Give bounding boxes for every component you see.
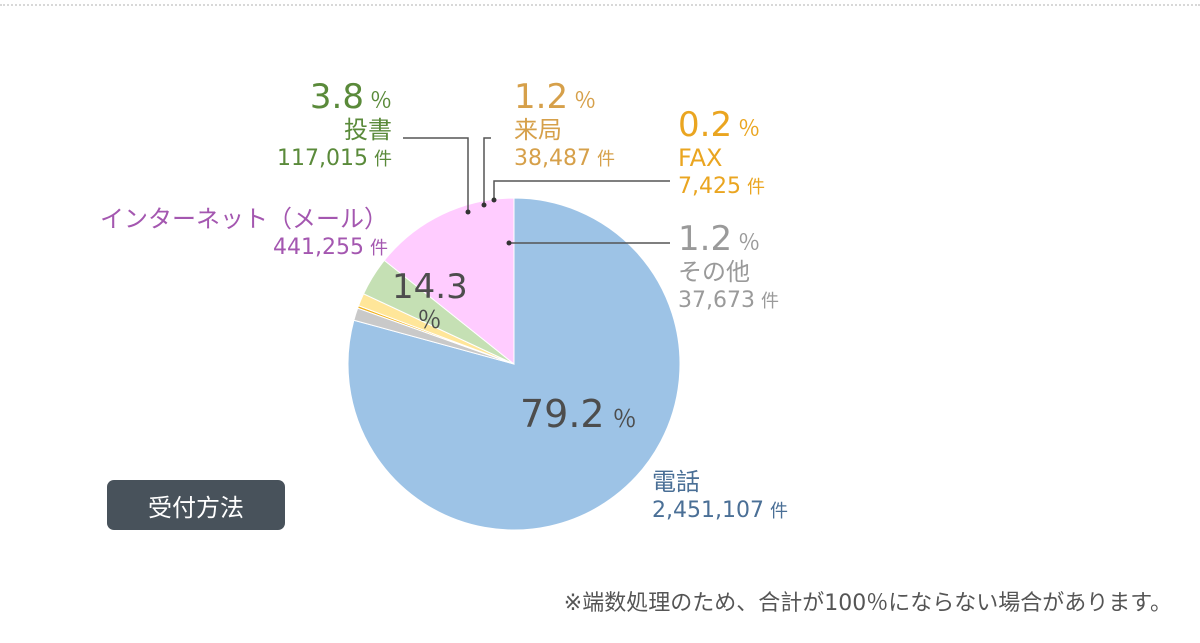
mail-count: 117,015	[277, 146, 368, 171]
phone-name: 電話	[652, 468, 700, 496]
fax-name: FAX	[678, 144, 723, 172]
fax-percent: 0.2	[678, 105, 733, 145]
label-internet: インターネット（メール） 441,255 件	[100, 203, 388, 259]
fax-percent-sign: ％	[738, 117, 761, 142]
label-visit: 1.2 ％ 来局 38,487 件	[514, 80, 615, 170]
other-count: 37,673	[678, 288, 755, 313]
legend-box: 受付方法	[107, 480, 285, 530]
leader-dot-other	[506, 240, 512, 246]
internet-percent: 14.3	[392, 267, 468, 307]
leader-line-visit	[483, 137, 491, 205]
other-percent: 1.2	[678, 219, 733, 259]
fax-unit: 件	[746, 177, 765, 198]
mail-unit: 件	[374, 149, 392, 170]
phone-inside-label: 79.2 ％	[520, 395, 637, 433]
fax-count: 7,425	[678, 174, 741, 199]
mail-name: 投書	[344, 116, 392, 144]
top-dotted-border	[0, 4, 1200, 6]
footnote: ※端数処理のため、合計が100％にならない場合があります。	[563, 591, 1172, 616]
other-percent-sign: ％	[738, 231, 761, 256]
mail-percent: 3.8	[309, 77, 364, 117]
phone-percent-sign: ％	[612, 405, 637, 433]
internet-name: インターネット（メール）	[100, 205, 388, 233]
phone-unit: 件	[769, 501, 788, 522]
phone-count: 2,451,107	[652, 498, 764, 523]
pie-slice-phone	[347, 197, 681, 531]
pie-slice-internet	[383, 197, 515, 366]
other-unit: 件	[760, 291, 779, 312]
visit-unit: 件	[596, 149, 615, 170]
internet-inside-label: 14.3 ％	[392, 267, 468, 334]
internet-percent-sign: ％	[417, 306, 442, 334]
leader-dot-fax	[491, 197, 497, 203]
internet-unit: 件	[370, 238, 388, 259]
leader-line-fax	[493, 180, 670, 200]
label-phone: 電話 2,451,107 件	[652, 466, 788, 522]
other-name: その他	[678, 258, 750, 286]
visit-percent-sign: ％	[574, 89, 597, 114]
label-mail: 3.8 ％ 投書 117,015 件	[277, 80, 392, 170]
visit-percent: 1.2	[514, 77, 569, 117]
leader-line-mail	[403, 137, 469, 212]
visit-name: 来局	[514, 116, 562, 144]
leader-dot-visit	[481, 202, 487, 208]
internet-count: 441,255	[273, 235, 364, 260]
mail-percent-sign: ％	[369, 89, 392, 114]
visit-count: 38,487	[514, 146, 591, 171]
label-fax: 0.2 ％ FAX 7,425 件	[678, 108, 765, 198]
label-other: 1.2 ％ その他 37,673 件	[678, 222, 779, 312]
phone-percent: 79.2	[520, 392, 605, 436]
leader-dot-mail	[465, 209, 471, 215]
